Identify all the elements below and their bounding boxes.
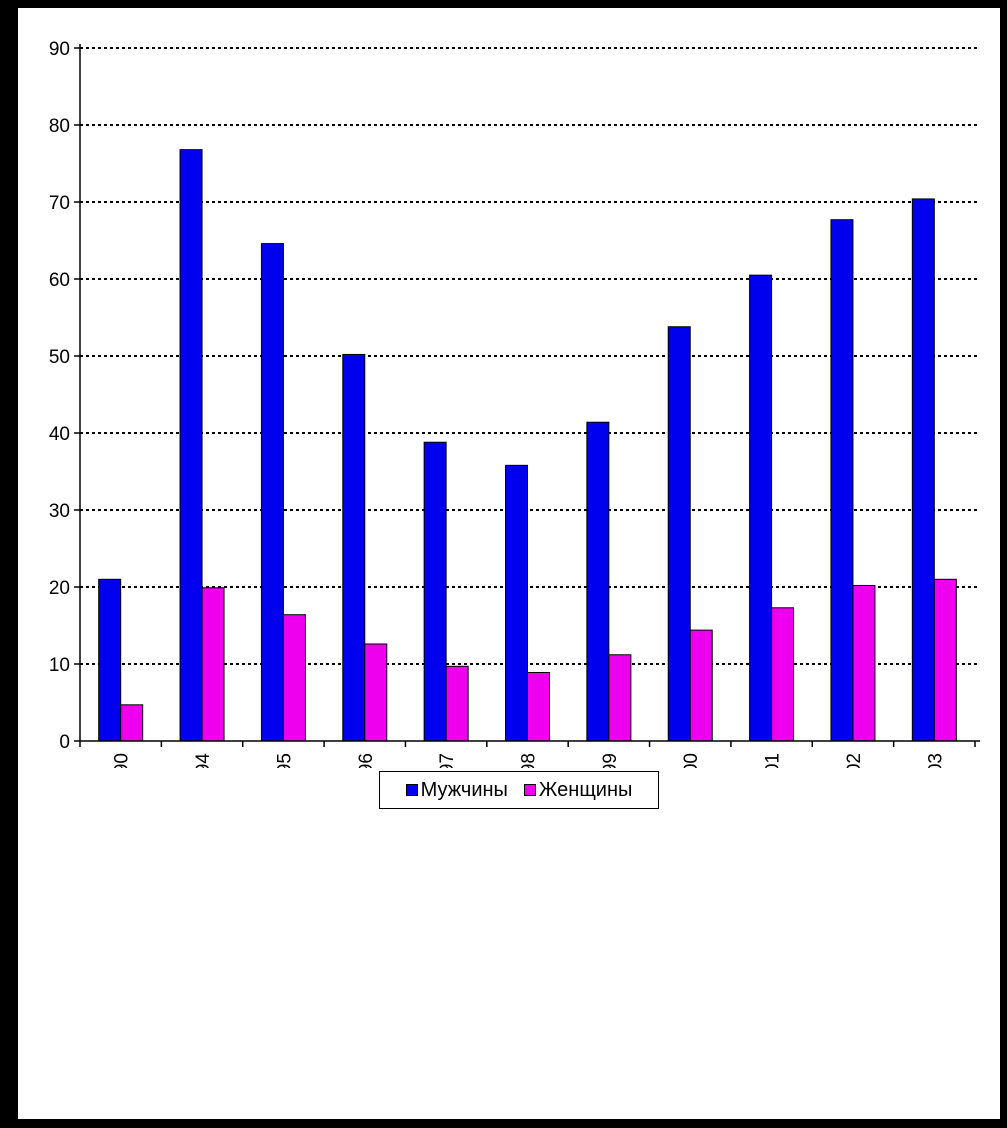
y-tick-labels: 0 10 20 30 40 50 60 70 80 90: [49, 39, 70, 753]
y-tick-label-90: 90: [49, 39, 70, 60]
y-tick-label-0: 0: [59, 732, 70, 753]
y-tick-label-80: 80: [49, 116, 70, 137]
bar-women-1997: [445, 665, 469, 742]
bars: [98, 149, 957, 742]
bar-men-1996: [342, 353, 366, 742]
legend-item-women: Женщины: [523, 778, 633, 802]
bar-women-1999: [608, 654, 632, 742]
x-tick-labels: 1990 1994 1995 1996 1997 1998 1999 2000 2001 2002…: [112, 753, 947, 768]
gridlines: [74, 47, 980, 742]
legend-item-men: Мужчины: [405, 778, 508, 802]
bar-women-1990: [120, 704, 144, 742]
bar-men-1997: [423, 441, 447, 742]
y-tick-label-40: 40: [49, 424, 70, 445]
bar-women-1995: [282, 614, 306, 742]
bar-men-1999: [586, 421, 610, 742]
y-tick-label-70: 70: [49, 193, 70, 214]
bar-women-2001: [771, 607, 795, 742]
bar-women-1996: [364, 643, 388, 742]
x-tick-label-1999: 1999: [600, 753, 621, 768]
legend-swatch-women: [523, 784, 536, 796]
bar-women-2003: [933, 578, 957, 742]
bar-men-2002: [830, 219, 854, 742]
x-tick-label-2003: 2003: [925, 753, 946, 768]
bar-women-1994: [201, 587, 225, 742]
y-tick-label-10: 10: [49, 655, 70, 676]
legend-swatch-men: [405, 784, 418, 796]
bar-women-2002: [852, 584, 876, 742]
x-tick-label-2001: 2001: [763, 753, 784, 768]
x-tick-label-1995: 1995: [274, 753, 295, 768]
legend: Мужчины Женщины: [379, 771, 659, 809]
axes: [79, 44, 980, 747]
bar-women-1998: [527, 671, 550, 742]
bar-men-1990: [98, 578, 122, 742]
bar-chart: 0 10 20 30 40 50 60 70 80 90 1990 1994 1995 1996 1997…: [49, 39, 980, 768]
bar-men-2000: [667, 326, 691, 742]
y-tick-label-30: 30: [49, 501, 70, 522]
legend-label-women: Женщины: [538, 778, 633, 801]
x-tick-label-2002: 2002: [844, 753, 865, 768]
bar-men-1998: [505, 464, 528, 742]
bar-men-1995: [260, 243, 284, 742]
chart-frame: 0 10 20 30 40 50 60 70 80 90 1990 1994 1995 1996 1997…: [18, 8, 1000, 1119]
bar-men-2003: [911, 198, 935, 742]
x-tick-label-1990: 1990: [112, 753, 133, 768]
x-tick-label-1994: 1994: [193, 753, 214, 768]
x-tick-label-1998: 1998: [519, 753, 540, 768]
y-tick-label-20: 20: [49, 578, 70, 599]
bar-women-2000: [689, 629, 713, 742]
y-tick-label-50: 50: [49, 347, 70, 368]
x-tick-label-2000: 2000: [681, 753, 702, 768]
x-tick-label-1997: 1997: [437, 753, 458, 768]
x-tick-label-1996: 1996: [356, 753, 377, 768]
bar-men-2001: [749, 274, 773, 742]
legend-label-men: Мужчины: [420, 778, 508, 801]
bar-men-1994: [179, 149, 203, 742]
y-tick-label-60: 60: [49, 270, 70, 291]
